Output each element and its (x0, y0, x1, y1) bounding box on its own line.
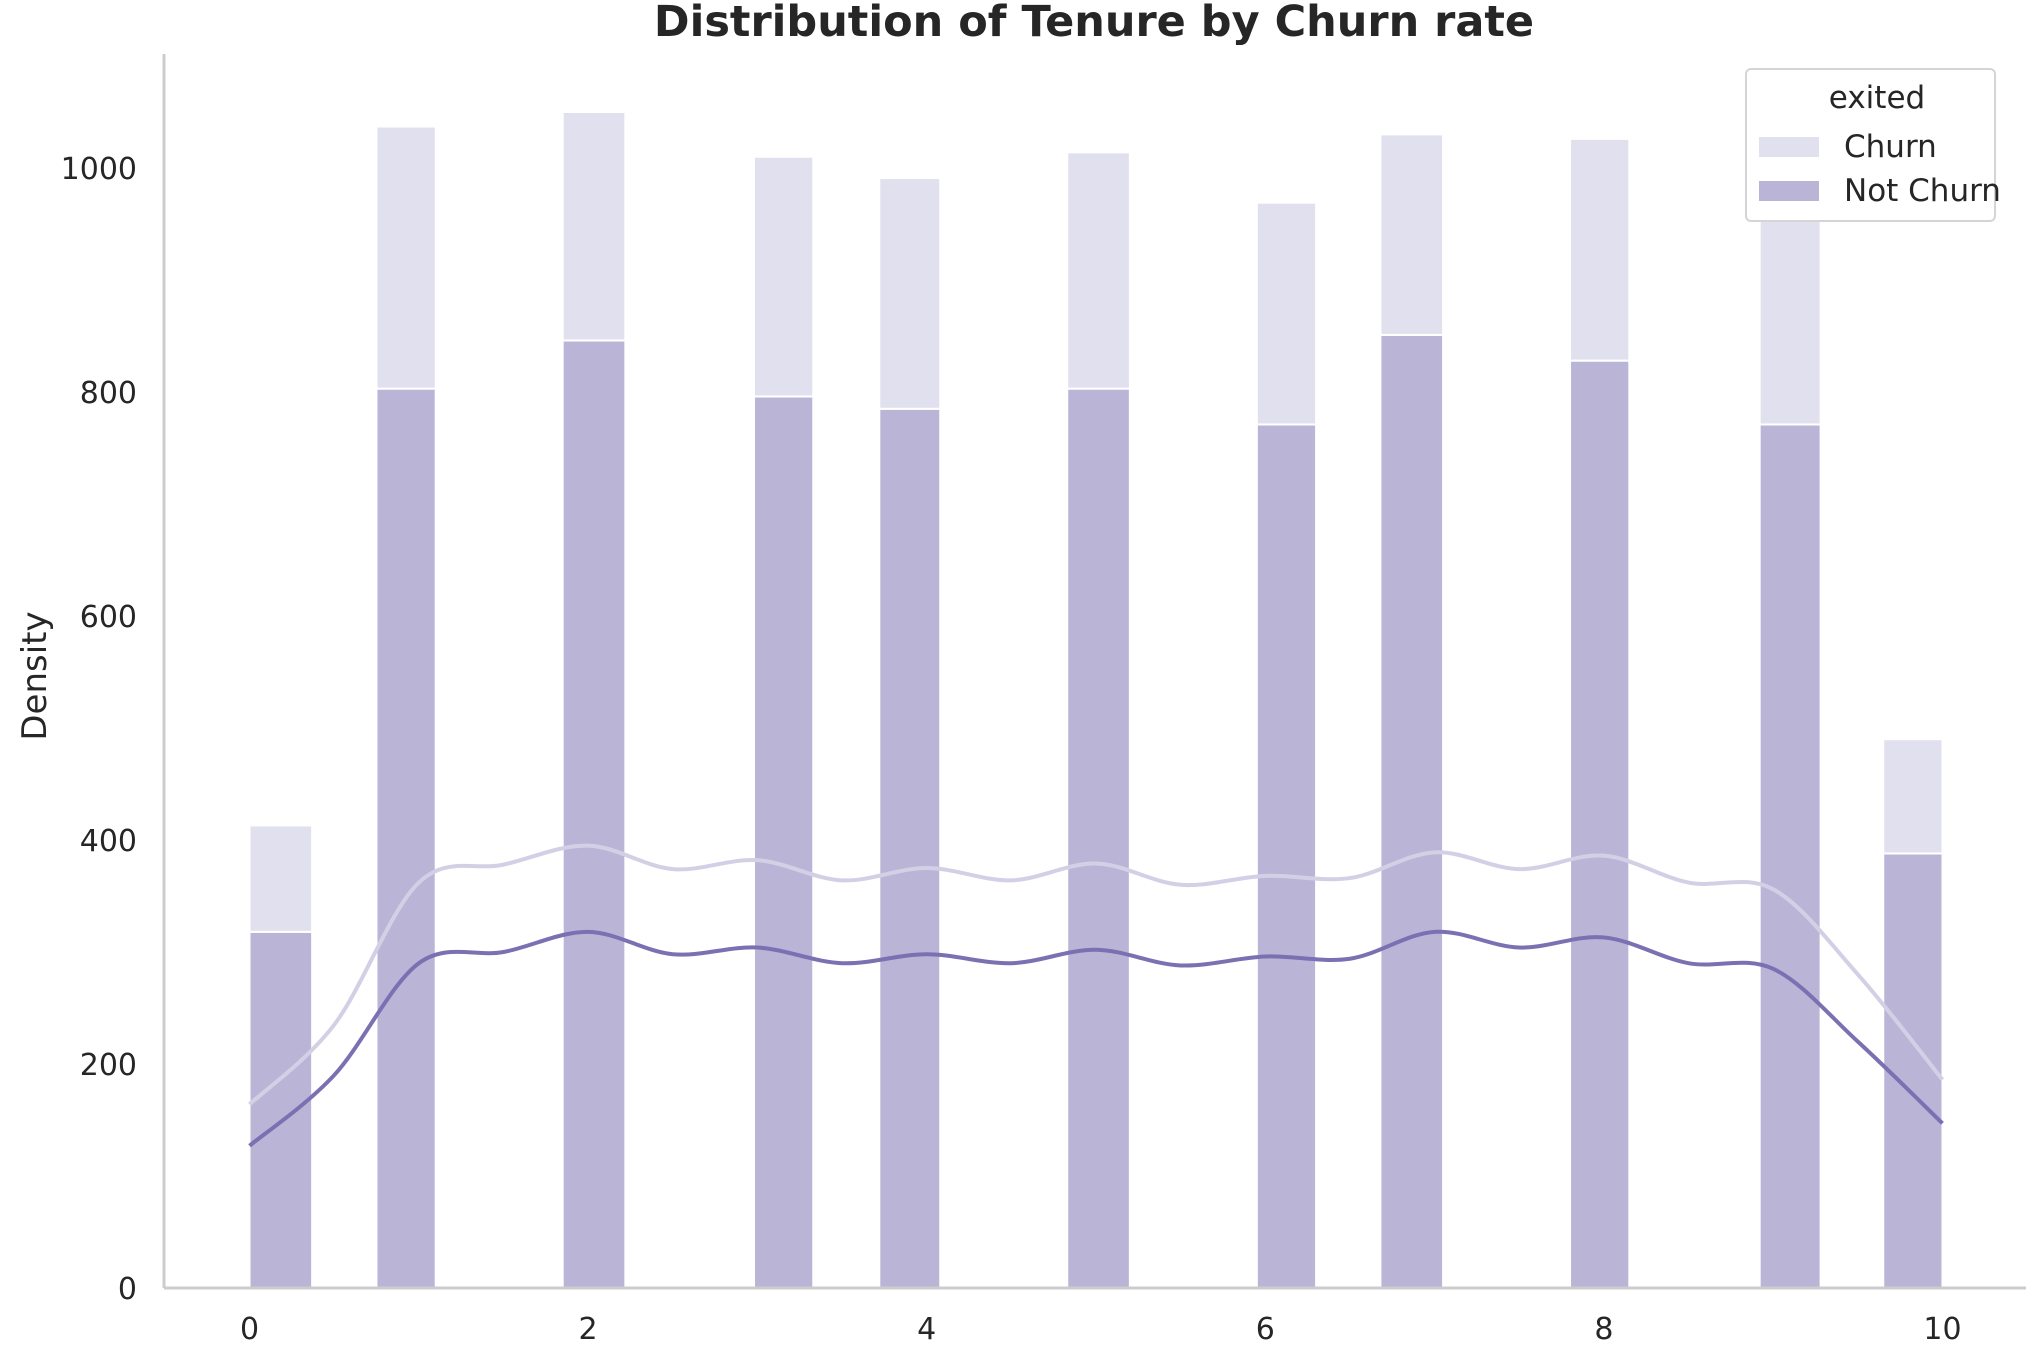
bar-churn (1882, 738, 1944, 855)
y-axis-label: Density (15, 611, 55, 740)
bar-churn (878, 177, 942, 410)
bar-churn (1255, 201, 1318, 426)
bar-churn (1066, 151, 1131, 390)
bar-not-churn (1066, 387, 1131, 1289)
bar-not-churn (1882, 852, 1944, 1289)
y-tick-label: 600 (80, 600, 137, 635)
bar-not-churn (1569, 359, 1631, 1289)
bar-churn (1569, 137, 1631, 362)
bar-not-churn (375, 387, 437, 1289)
bar-not-churn (878, 407, 942, 1289)
chart-title: Distribution of Tenure by Churn rate (654, 0, 1534, 47)
x-tick-label: 0 (240, 1312, 259, 1347)
y-tick-label: 400 (80, 824, 137, 859)
legend: exited Churn Not Churn (1745, 68, 2001, 222)
y-tick-labels: 0 200 400 600 800 1000 (61, 152, 137, 1307)
kde-layer (248, 843, 1945, 1148)
legend-label-not-churn: Not Churn (1844, 173, 2001, 209)
x-tick-label: 10 (1923, 1312, 1961, 1347)
y-tick-label: 200 (80, 1048, 137, 1083)
x-tick-labels: 0 2 4 6 8 10 (240, 1312, 1962, 1347)
x-tick-label: 2 (579, 1312, 598, 1347)
bar-churn (1379, 133, 1445, 336)
bar-not-churn (1255, 423, 1318, 1290)
bar-not-churn (1379, 333, 1445, 1289)
bar-not-churn (248, 930, 314, 1290)
bar-not-churn (1758, 423, 1822, 1290)
bar-not-churn (561, 339, 627, 1290)
legend-swatch-not-churn (1759, 181, 1819, 201)
x-tick-label: 8 (1594, 1312, 1613, 1347)
bar-not-churn (753, 395, 815, 1290)
kde-line-not-churn (248, 929, 1944, 1148)
x-tick-label: 4 (917, 1312, 936, 1347)
legend-label-churn: Churn (1844, 129, 1937, 165)
bar-churn (375, 125, 437, 390)
y-tick-label: 800 (80, 376, 137, 411)
y-tick-label: 0 (118, 1272, 137, 1307)
bar-churn (1758, 199, 1822, 426)
bar-churn (753, 155, 815, 398)
bar-churn (561, 111, 627, 342)
y-tick-label: 1000 (61, 152, 137, 187)
x-tick-label: 6 (1256, 1312, 1275, 1347)
legend-swatch-churn (1759, 137, 1819, 157)
bars-layer (248, 111, 1944, 1290)
legend-title: exited (1829, 80, 1925, 116)
kde-line-churn (248, 843, 1945, 1106)
bar-churn (248, 824, 314, 933)
